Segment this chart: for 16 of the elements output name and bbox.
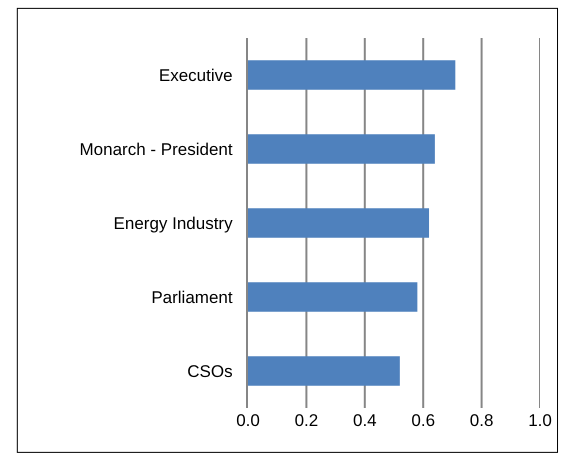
bar	[248, 208, 430, 238]
x-tick-label: 0.4	[352, 411, 377, 430]
y-tick-label: Monarch - President	[80, 140, 233, 159]
bar	[248, 282, 418, 312]
y-tick-label: CSOs	[187, 362, 233, 381]
x-tick-label: 0.6	[411, 411, 436, 430]
y-tick-label: Executive	[158, 66, 233, 85]
y-tick-label: Parliament	[151, 288, 233, 307]
y-tick-label: Energy Industry	[114, 214, 234, 233]
x-tick-label: 0.0	[236, 411, 260, 430]
x-tick-label: 1.0	[528, 411, 552, 430]
x-tick-label: 0.2	[294, 411, 318, 430]
bar	[248, 356, 400, 386]
x-tick-label: 0.8	[470, 411, 494, 430]
bar	[248, 134, 435, 164]
bar	[248, 60, 456, 90]
